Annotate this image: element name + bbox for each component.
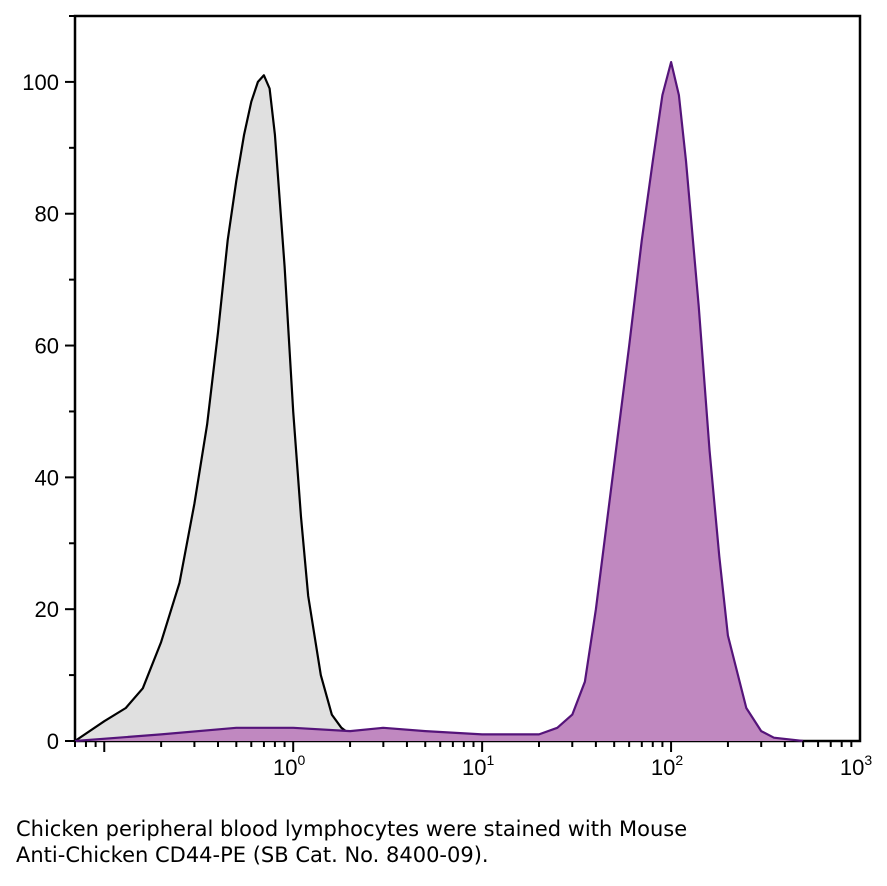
figure-caption: Chicken peripheral blood lymphocytes wer… <box>16 816 876 868</box>
x-tick-label: 102 <box>651 752 683 780</box>
x-tick-exponent: 0 <box>298 752 306 768</box>
x-tick-label: 101 <box>462 752 494 780</box>
x-tick-label: 100 <box>273 752 305 780</box>
y-tick-label: 0 <box>47 729 59 754</box>
plot-area <box>73 14 862 743</box>
series-1-area <box>75 62 804 742</box>
x-axis: 100 101 102 103 <box>74 741 872 780</box>
x-tick-exponent: 3 <box>864 752 872 768</box>
series-1-line <box>74 61 804 743</box>
x-tick-label: 103 <box>840 752 872 780</box>
series-0-area <box>75 75 362 742</box>
caption-line-1: Chicken peripheral blood lymphocytes wer… <box>16 817 688 841</box>
series-layer <box>74 61 804 743</box>
series-0-line <box>74 74 363 742</box>
x-tick-exponent: 1 <box>486 752 494 768</box>
y-tick-label: 40 <box>35 465 59 490</box>
y-tick-label: 100 <box>22 70 59 95</box>
caption-line-2: Anti-Chicken CD44-PE (SB Cat. No. 8400-0… <box>16 843 489 867</box>
y-tick-label: 60 <box>35 334 59 359</box>
y-axis: 0 20 40 60 80 100 <box>22 15 75 754</box>
y-tick-label: 20 <box>35 597 59 622</box>
x-tick-exponent: 2 <box>675 752 683 768</box>
y-tick-label: 80 <box>35 202 59 227</box>
